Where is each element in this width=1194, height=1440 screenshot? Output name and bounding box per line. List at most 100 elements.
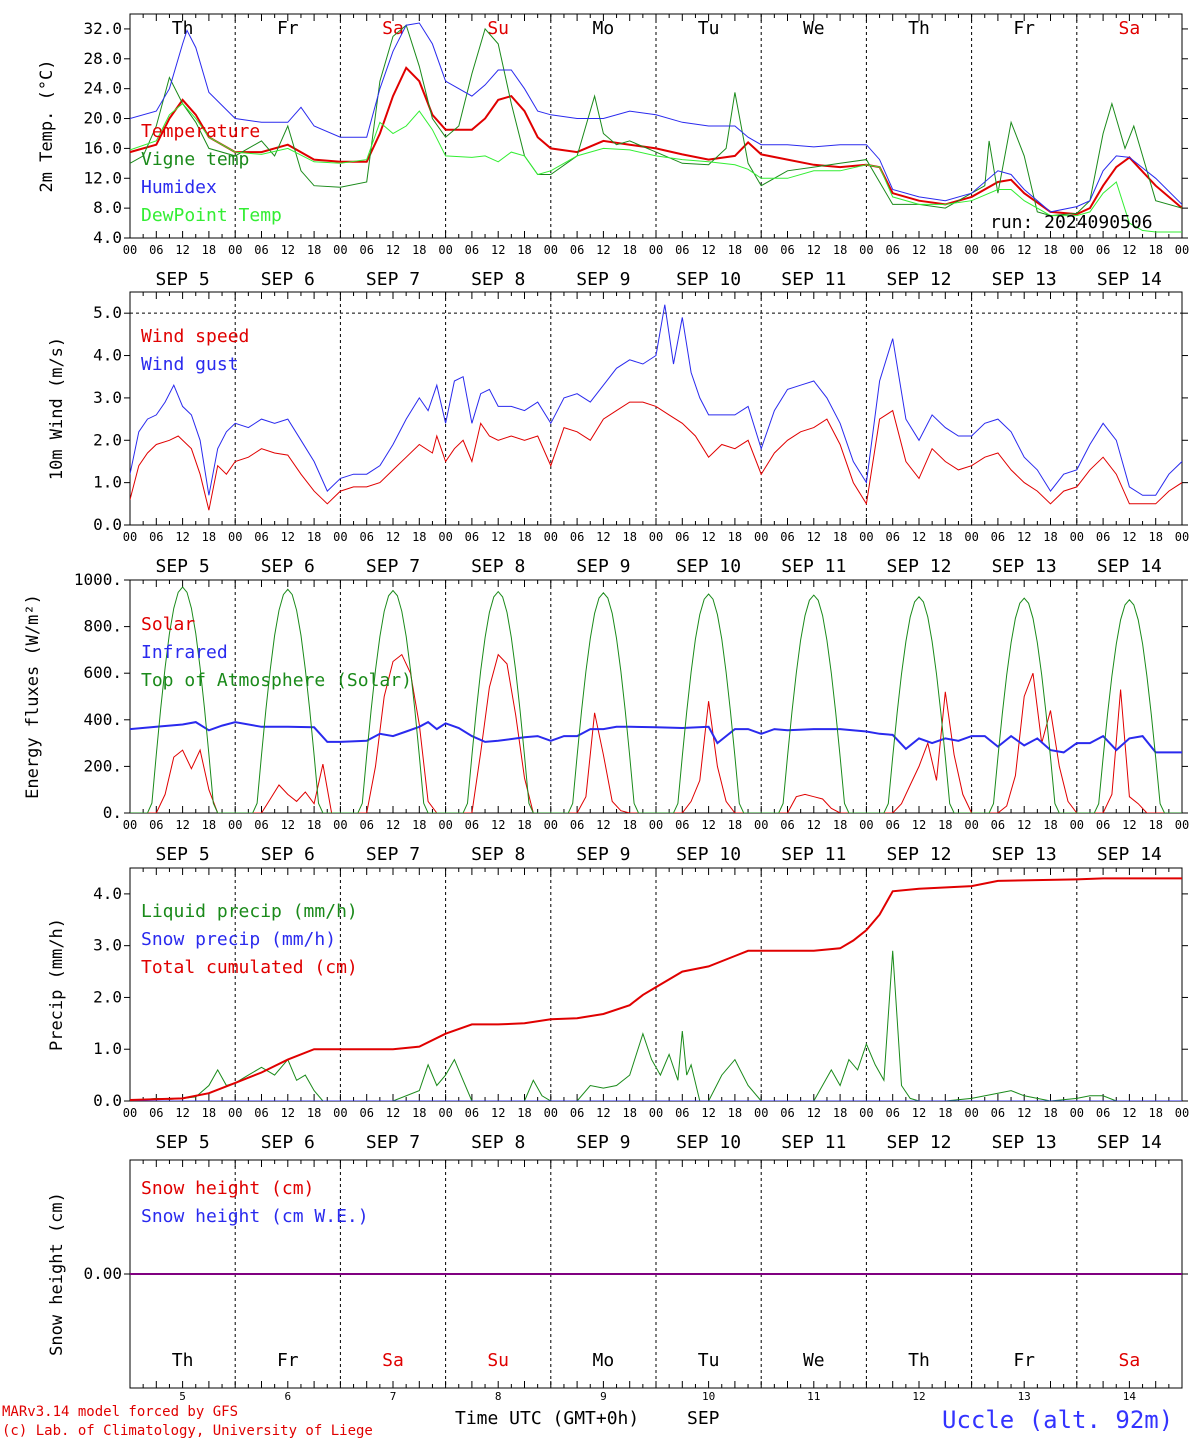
y-tick-label: 4.0: [93, 346, 122, 365]
y-tick-label: 800.: [83, 617, 122, 636]
hour-tick-label: 06: [885, 243, 899, 257]
date-label: SEP 12: [886, 844, 951, 865]
hour-tick-label: 18: [1148, 818, 1162, 832]
hour-tick-label: 00: [1070, 243, 1084, 257]
y-tick-label: 5.0: [93, 303, 122, 322]
date-label: SEP 10: [676, 1132, 741, 1153]
date-label: SEP 5: [156, 844, 210, 865]
series-line-total-cumulated-cm-: [130, 877, 1182, 1101]
hour-tick-label: 06: [359, 243, 373, 257]
date-label: SEP 12: [886, 556, 951, 577]
legend-entry: Snow height (cm): [141, 1178, 314, 1199]
hour-tick-label: 12: [1122, 1106, 1136, 1120]
hour-tick-label: 12: [1017, 818, 1031, 832]
hour-tick-label: 12: [912, 1106, 926, 1120]
date-label: SEP 7: [366, 556, 420, 577]
y-tick-label: 0.0: [93, 1091, 122, 1110]
day-number-label: 8: [495, 1390, 502, 1403]
hour-tick-label: 18: [728, 1106, 742, 1120]
hour-tick-label: 06: [885, 1106, 899, 1120]
hour-tick-label: 00: [228, 530, 242, 544]
hour-tick-label: 18: [1043, 243, 1057, 257]
series-line-dewpoint-temp: [130, 102, 1182, 233]
hour-tick-label: 06: [570, 818, 584, 832]
date-label: SEP 13: [992, 1132, 1057, 1153]
y-axis-label: Precip (mm/h): [47, 918, 67, 1051]
hour-tick-label: 18: [412, 530, 426, 544]
hour-tick-label: 12: [912, 243, 926, 257]
legend-entry: Top of Atmosphere (Solar): [141, 670, 412, 691]
hour-tick-label: 06: [149, 243, 163, 257]
hour-tick-label: 00: [333, 818, 347, 832]
hour-tick-label: 00: [859, 1106, 873, 1120]
day-name-label: Su: [487, 1350, 509, 1371]
hour-tick-label: 00: [333, 243, 347, 257]
hour-tick-label: 06: [465, 1106, 479, 1120]
day-name-label: We: [803, 18, 825, 39]
y-tick-label: 4.0: [93, 884, 122, 903]
hour-tick-label: 00: [754, 818, 768, 832]
hour-tick-label: 00: [964, 1106, 978, 1120]
date-label: SEP 11: [781, 269, 846, 290]
day-name-label: Sa: [1119, 18, 1141, 39]
hour-tick-label: 06: [991, 818, 1005, 832]
hour-tick-label: 12: [175, 243, 189, 257]
hour-tick-label: 12: [491, 243, 505, 257]
hour-tick-label: 06: [465, 530, 479, 544]
hour-tick-label: 00: [964, 530, 978, 544]
day-number-label: 9: [600, 1390, 607, 1403]
series-line-temperature: [130, 66, 1182, 216]
y-tick-label: 12.0: [83, 168, 122, 187]
hour-tick-label: 18: [622, 1106, 636, 1120]
y-axis-label: 2m Temp. (°C): [37, 59, 57, 192]
day-name-label: Sa: [1119, 1350, 1141, 1371]
hour-tick-label: 12: [1017, 243, 1031, 257]
date-label: SEP 8: [471, 556, 525, 577]
hour-tick-label: 18: [622, 243, 636, 257]
hour-tick-label: 06: [1096, 1106, 1110, 1120]
date-label: SEP 7: [366, 269, 420, 290]
chart-panel-5: 0.00 Snow height (cm) Th 5 Fr 6 Sa 7 Su 8 Mo 9 Tu 10 W…: [47, 1159, 1188, 1403]
day-name-label: Mo: [593, 18, 615, 39]
y-tick-label: 20.0: [83, 109, 122, 128]
hour-tick-label: 00: [1070, 818, 1084, 832]
y-tick-label: 400.: [83, 710, 122, 729]
y-tick-label: 8.0: [93, 198, 122, 217]
day-number-label: 12: [912, 1390, 925, 1403]
hour-tick-label: 06: [1096, 818, 1110, 832]
hour-tick-label: 06: [780, 818, 794, 832]
hour-tick-label: 12: [491, 530, 505, 544]
hour-tick-label: 00: [754, 530, 768, 544]
date-label: SEP 5: [156, 556, 210, 577]
hour-tick-label: 00: [438, 243, 452, 257]
hour-tick-label: 00: [1175, 243, 1189, 257]
hour-tick-label: 12: [281, 243, 295, 257]
hour-tick-label: 12: [701, 530, 715, 544]
hour-tick-label: 12: [596, 1106, 610, 1120]
hour-tick-label: 00: [333, 530, 347, 544]
day-number-label: 13: [1018, 1390, 1031, 1403]
hour-tick-label: 12: [1017, 530, 1031, 544]
hour-tick-label: 00: [649, 818, 663, 832]
hour-tick-label: 12: [807, 243, 821, 257]
hour-tick-label: 06: [675, 818, 689, 832]
y-axis-label: Energy fluxes (W/m²): [23, 594, 43, 799]
hour-tick-label: 06: [780, 1106, 794, 1120]
copyright-credit: (c) Lab. of Climatology, University of L…: [2, 1423, 373, 1439]
hour-tick-label: 18: [517, 818, 531, 832]
hour-tick-label: 06: [254, 530, 268, 544]
hour-tick-label: 12: [596, 243, 610, 257]
hour-tick-label: 18: [412, 243, 426, 257]
hour-tick-label: 00: [438, 1106, 452, 1120]
hour-tick-label: 18: [202, 243, 216, 257]
hour-tick-label: 00: [544, 530, 558, 544]
hour-tick-label: 06: [991, 530, 1005, 544]
date-label: SEP 13: [992, 269, 1057, 290]
date-label: SEP 10: [676, 844, 741, 865]
hour-tick-label: 18: [833, 530, 847, 544]
hour-tick-label: 06: [1096, 243, 1110, 257]
date-label: SEP 7: [366, 1132, 420, 1153]
date-label: SEP 10: [676, 269, 741, 290]
hour-tick-label: 00: [859, 243, 873, 257]
hour-tick-label: 06: [780, 530, 794, 544]
